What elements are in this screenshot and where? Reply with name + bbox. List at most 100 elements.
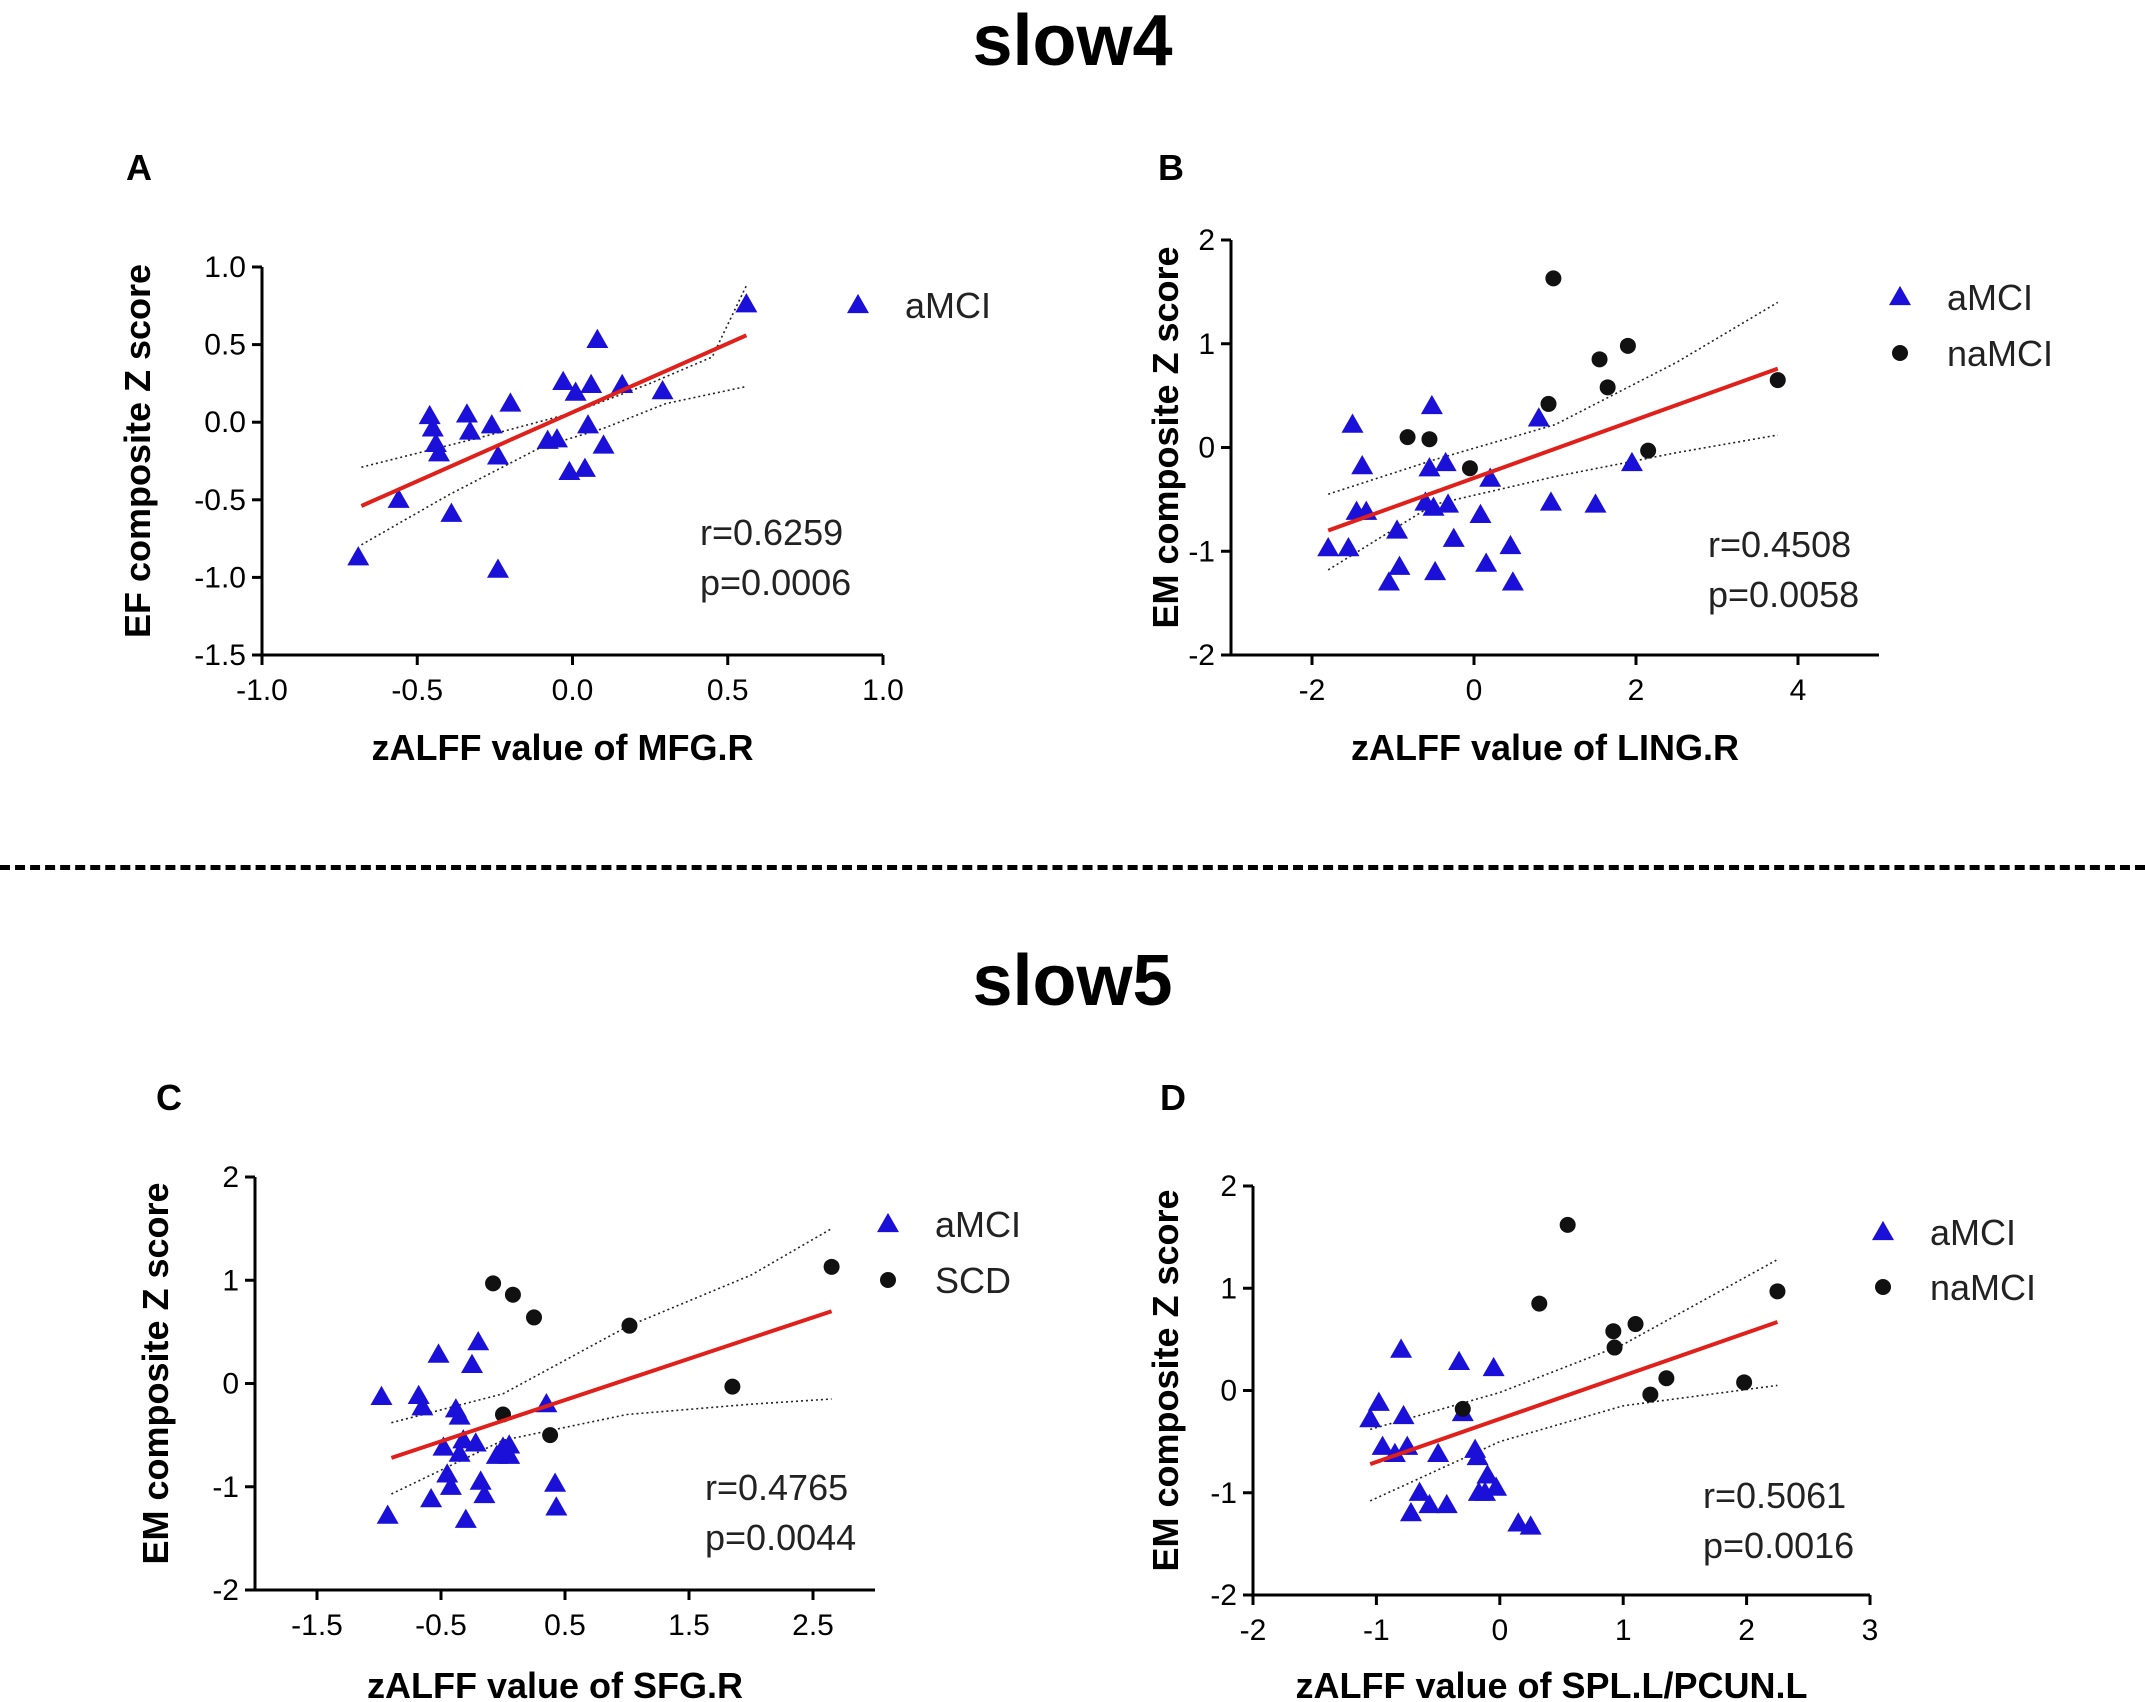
panel-d-legend-label-amci: aMCI — [1930, 1212, 2016, 1253]
panel-b-letter: B — [1158, 147, 1184, 188]
panel-a-point-amci — [387, 488, 410, 508]
panel-d-point-amci — [1359, 1407, 1382, 1428]
panel-c-y-tick-label: -2 — [212, 1574, 239, 1607]
panel-c-point-amci — [432, 1436, 455, 1456]
section-title-slow5: slow5 — [972, 941, 1173, 1021]
panel-b-point-amci — [1434, 451, 1457, 472]
panel-b-point-amci — [1341, 413, 1364, 433]
panel-d-legend-marker-namci — [1875, 1279, 1891, 1295]
panel-c-point-amci — [469, 1470, 492, 1490]
panel-c-point-amci — [498, 1444, 521, 1464]
panel-a-x-tick-label: -0.5 — [391, 674, 443, 707]
panel-d-point-amci — [1392, 1404, 1415, 1425]
panel-b-y-tick-label: -2 — [1188, 639, 1215, 672]
panel-a-point-amci — [455, 403, 478, 423]
panel-d-point-amci — [1399, 1502, 1422, 1522]
panel-b-point-amci — [1351, 455, 1374, 475]
panel-b-point-amci — [1527, 407, 1550, 427]
panel-b-p-value: p=0.0058 — [1708, 574, 1859, 615]
panel-d-point-namci — [1531, 1295, 1548, 1312]
panel-b-y-tick-label: -1 — [1188, 535, 1215, 568]
panel-c-point-amci — [376, 1504, 399, 1524]
panel-c-y-axis-label: EM composite Z score — [135, 1182, 176, 1564]
panel-a-x-tick-label: 1.0 — [862, 674, 904, 707]
panel-b-x-tick-label: 0 — [1466, 674, 1483, 707]
panel-a-legend-marker-amci — [847, 293, 869, 314]
panel-b-point-amci — [1479, 467, 1502, 487]
panel-a-point-amci — [577, 414, 600, 434]
panel-b-r-value: r=0.4508 — [1708, 524, 1851, 565]
panel-c-legend-label-scd: SCD — [935, 1260, 1011, 1301]
panel-b-x-tick-label: 4 — [1790, 674, 1807, 707]
panel-a-point-amci — [486, 558, 509, 578]
panel-d-y-tick-label: -1 — [1210, 1477, 1237, 1510]
panel-c-x-tick-label: 2.5 — [792, 1609, 834, 1642]
panel-a-point-amci — [651, 380, 674, 400]
panel-b-point-namci — [1640, 442, 1657, 459]
panel-c-y-tick-label: -1 — [212, 1471, 239, 1504]
panel-b-point-amci — [1469, 503, 1492, 524]
panel-b-point-amci — [1337, 536, 1360, 557]
panel-d-point-amci — [1408, 1481, 1431, 1501]
panel-b-point-amci — [1499, 534, 1522, 555]
panel-a-point-amci — [564, 381, 587, 401]
panel-a-point-amci — [440, 502, 463, 522]
panel-c-point-amci — [411, 1396, 434, 1416]
panel-b-y-tick-label: 2 — [1198, 224, 1215, 257]
panel-a-x-axis-label: zALFF value of MFG.R — [372, 727, 754, 768]
panel-c-x-tick-label: -0.5 — [415, 1609, 467, 1642]
panel-b-point-amci — [1620, 451, 1643, 472]
panel-c-point-amci — [370, 1385, 393, 1406]
panel-b-point-amci — [1584, 493, 1607, 513]
panel-b-point-namci — [1599, 379, 1616, 396]
panel-c-ci-lower — [391, 1398, 832, 1495]
panel-b-point-amci — [1377, 571, 1400, 591]
panel-a-point-amci — [480, 414, 503, 434]
panel-a-y-tick-label: 0.0 — [204, 406, 246, 439]
panel-c-x-axis-label: zALFF value of SFG.R — [367, 1665, 743, 1702]
panel-d-x-tick-label: -1 — [1363, 1614, 1390, 1647]
panel-c-fit-line — [390, 1309, 833, 1460]
panel-d-x-tick-label: 1 — [1615, 1614, 1632, 1647]
panel-c-point-amci — [448, 1442, 471, 1462]
panel-d-y-tick-label: -2 — [1210, 1579, 1237, 1612]
panel-d-x-tick-label: 0 — [1491, 1614, 1508, 1647]
panel-c-y-tick-label: 1 — [222, 1264, 239, 1297]
panel-d-y-tick-label: 1 — [1220, 1272, 1237, 1305]
panel-b-point-amci — [1539, 491, 1562, 511]
panel-d-point-amci — [1435, 1493, 1458, 1514]
panel-d-group: D -2 -1 0 1 2 -2 -1 0 1 2 3 zALFF value of SPL.L/PCU… — [1145, 1077, 2036, 1702]
panel-d-x-axis-label: zALFF value of SPL.L/PCUN.L — [1295, 1665, 1807, 1702]
panel-a-x-tick-label: 0.5 — [707, 674, 749, 707]
panel-d-p-value: p=0.0016 — [1703, 1525, 1854, 1566]
panel-b-point-amci — [1424, 560, 1447, 581]
panel-b-point-amci — [1418, 457, 1441, 477]
panel-a-ci-lower — [361, 385, 747, 546]
panel-c-letter: C — [156, 1077, 182, 1118]
panel-d-y-tick-label: 0 — [1220, 1375, 1237, 1408]
panel-c-point-amci — [407, 1384, 430, 1404]
panel-a-point-amci — [545, 428, 568, 448]
panel-a-point-amci — [421, 417, 444, 437]
panel-b-point-namci — [1540, 395, 1557, 412]
panel-d-point-namci — [1454, 1400, 1471, 1417]
panel-b-fit-line — [1327, 366, 1779, 533]
panel-c-legend-marker-amci — [877, 1212, 899, 1233]
panel-a-y-tick-label: -1.5 — [194, 639, 246, 672]
panel-d-point-amci — [1367, 1391, 1390, 1411]
panel-c-point-amci — [467, 1331, 490, 1351]
panel-a-point-amci — [580, 373, 603, 394]
panel-a-point-amci — [418, 404, 441, 425]
panel-c-point-amci — [427, 1343, 450, 1363]
panel-c-point-scd — [526, 1309, 542, 1326]
panel-d-r-value: r=0.5061 — [1703, 1475, 1846, 1516]
panel-c-legend-marker-scd — [880, 1272, 896, 1288]
panel-b-point-amci — [1386, 519, 1409, 539]
panel-c-point-amci — [464, 1432, 487, 1452]
panel-d-point-amci — [1476, 1464, 1499, 1484]
panel-d-point-namci — [1736, 1374, 1753, 1391]
panel-d-point-amci — [1473, 1481, 1496, 1501]
panel-c-point-amci — [544, 1472, 567, 1492]
panel-d-letter: D — [1160, 1077, 1186, 1118]
panel-a-point-amci — [573, 457, 596, 477]
